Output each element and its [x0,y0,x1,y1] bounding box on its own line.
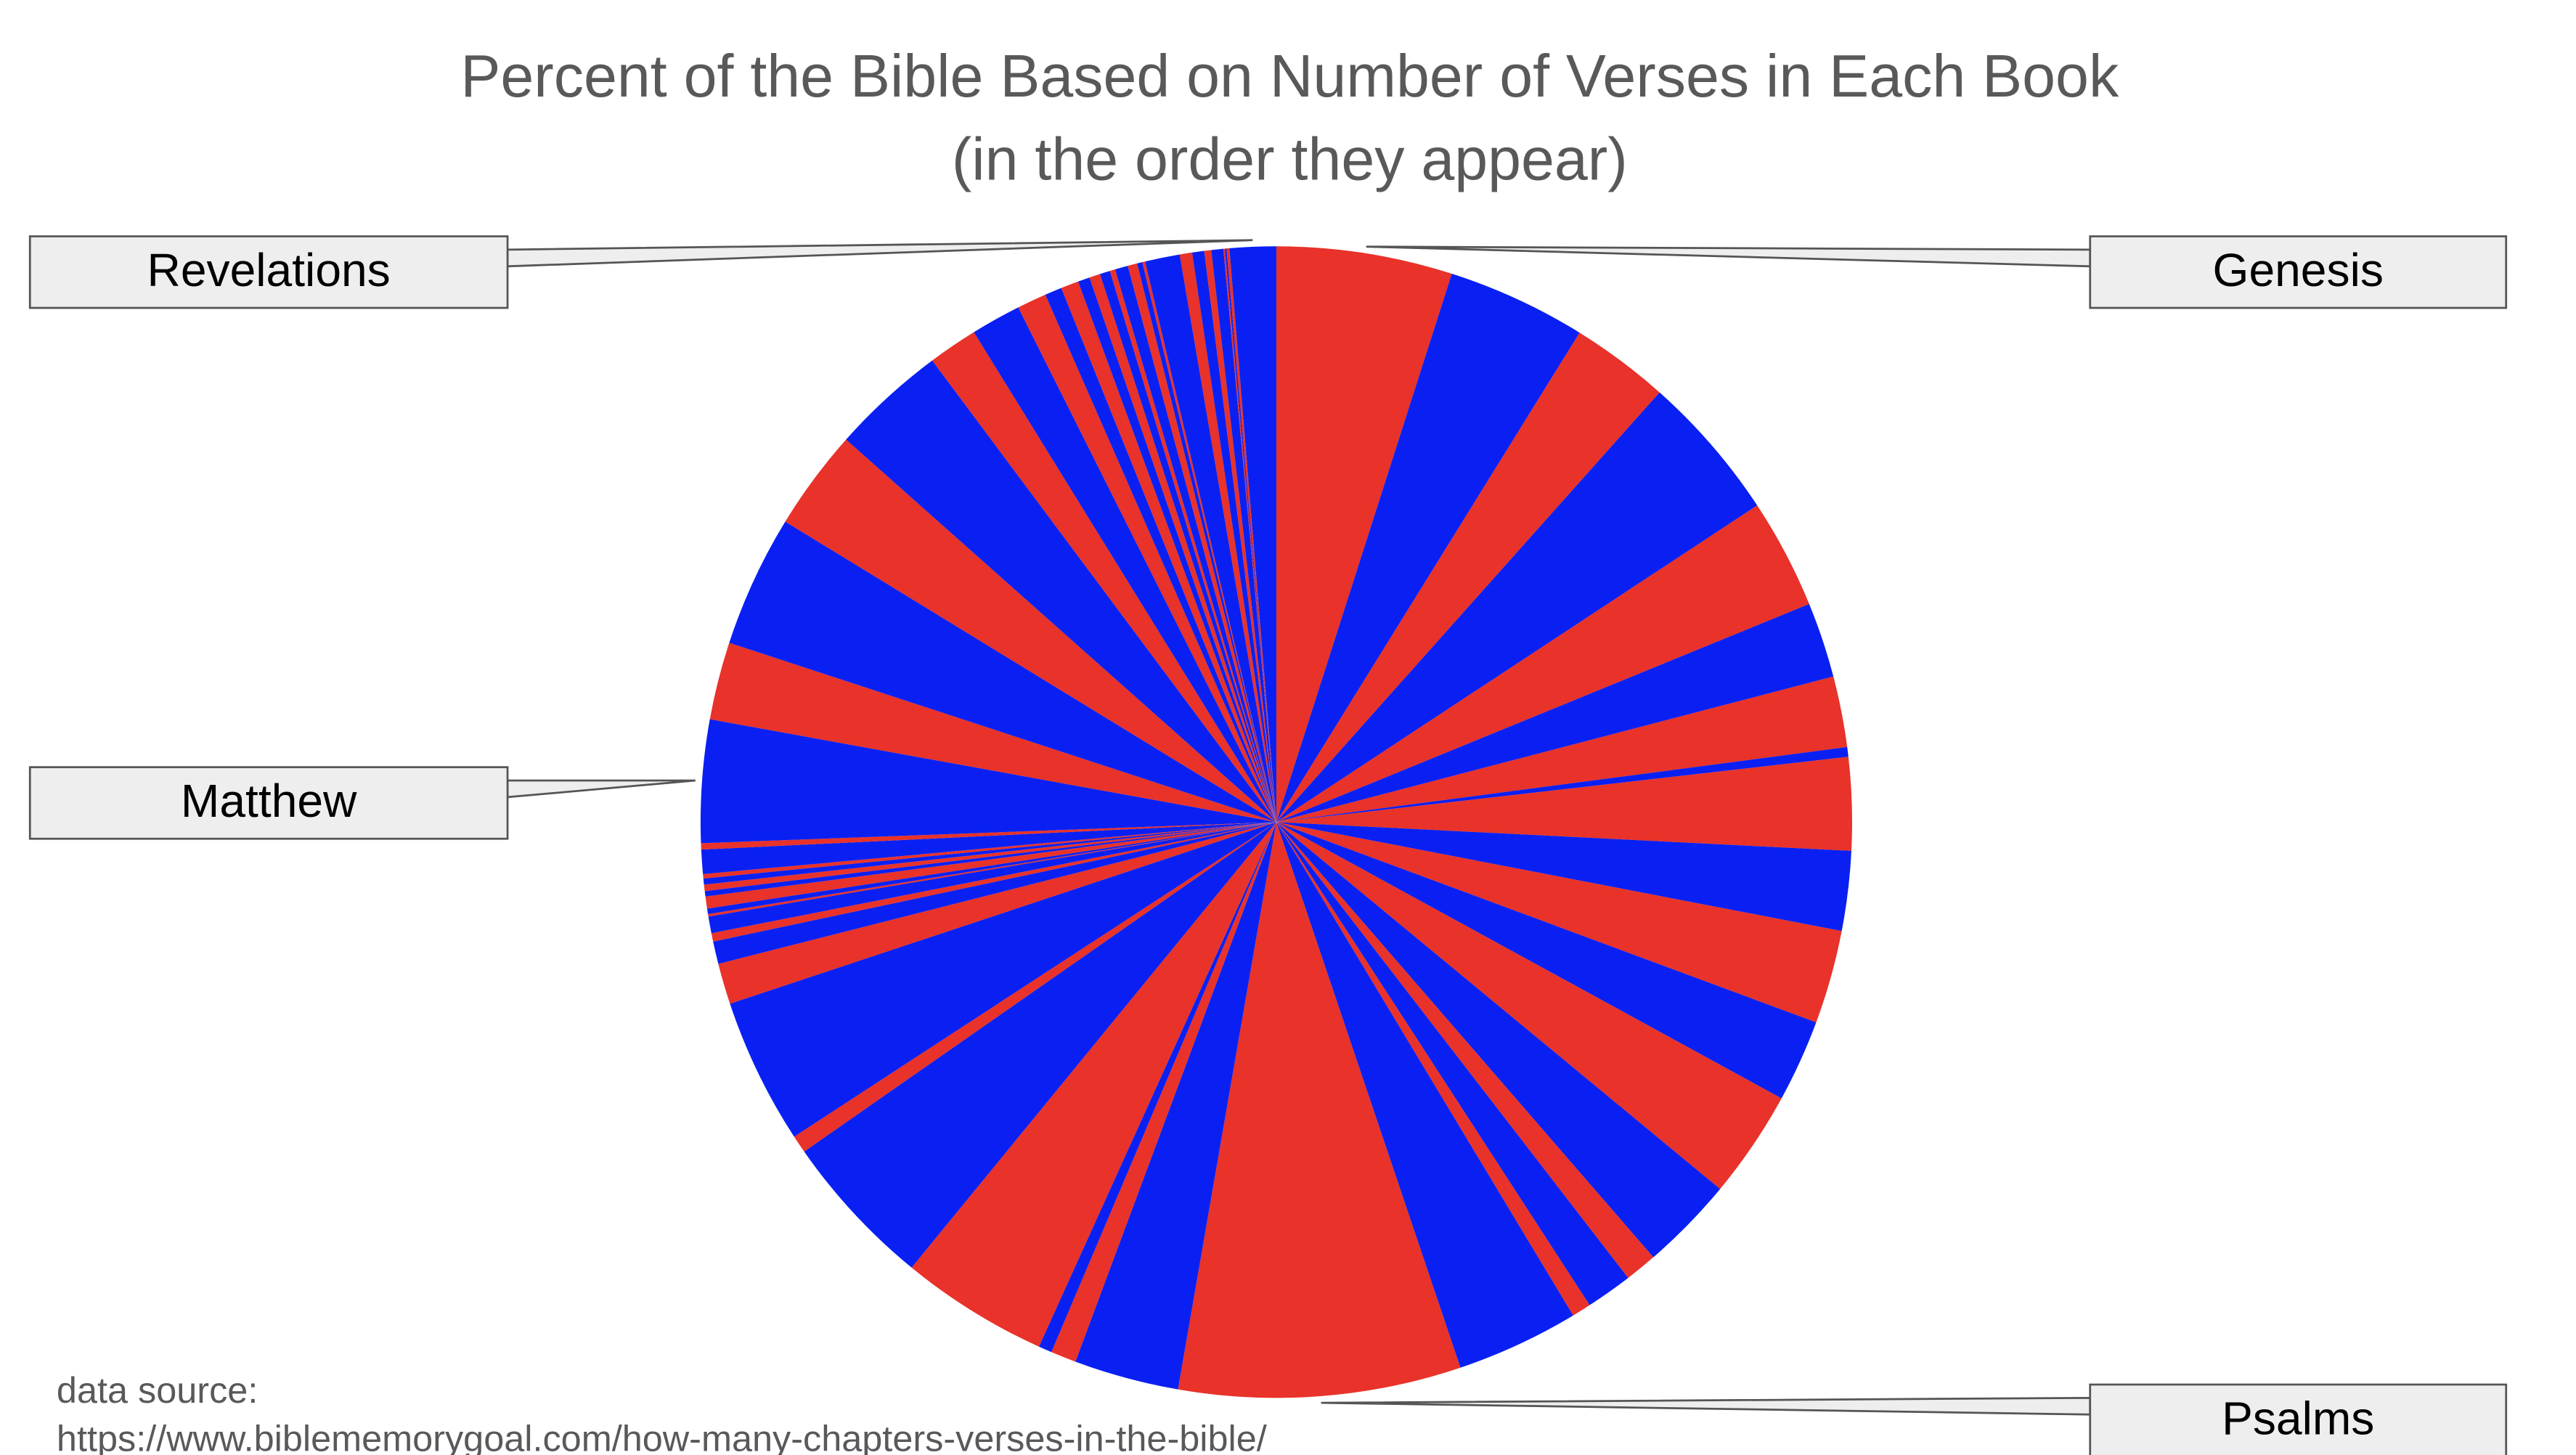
pie-slice [709,643,1276,823]
chart-title: Percent of the Bible Based on Number of … [460,43,2119,110]
pie-slice [794,822,1276,1152]
pie-slice [718,822,1276,1004]
pie-slice [1137,262,1276,823]
pie-slice [911,822,1276,1347]
source-url: https://www.biblememorygoal.com/how-many… [57,1418,1267,1455]
pie-slice [1276,822,1590,1316]
pie-slice [1204,250,1276,823]
pie-slice [1211,248,1276,823]
pie-slice [704,822,1276,892]
pie-slice [1145,254,1276,823]
pie-slice [1114,266,1276,823]
pie-slice [1045,288,1276,823]
pie-slice [1191,250,1276,823]
pie-slice [708,822,1276,934]
pie-slice [704,822,1276,897]
pie-slice [1276,822,1842,1023]
pie-slice [1142,261,1276,823]
pie-slice [1038,822,1276,1353]
pie-slice [706,822,1276,915]
pie-slice [1229,246,1276,823]
pie-slice [1276,273,1580,823]
pie-slice [708,822,1276,917]
slice-label: Revelations [147,244,391,296]
callout-pointer [1366,245,2092,268]
callout-pointer [506,779,696,799]
pie-slice [974,307,1276,823]
pie-slice [1276,676,1848,823]
slice-label: Matthew [181,775,357,827]
pie-slice [703,822,1276,885]
pie-slice [1276,246,1452,823]
pie-slice [1179,252,1276,823]
pie-slice [729,521,1276,823]
slice-label: Psalms [2222,1393,2374,1445]
pie-slice [1051,822,1276,1362]
pie-slice [1276,822,1782,1189]
pie-slice [1100,271,1276,823]
pie-slice [1276,822,1851,932]
pie-slice [701,822,1276,850]
pie-slice [1075,822,1276,1390]
pie-slice [1276,333,1660,823]
callout-box [2089,1383,2508,1455]
pie-slice [1276,822,1573,1368]
pie-slice [711,822,1276,942]
pie-slice [703,822,1276,879]
slice-label: Genesis [2213,244,2384,296]
pie-slice [1276,746,1849,823]
pie-slice [846,360,1276,823]
pie-slice [1276,822,1654,1279]
pie-slice [1276,822,1817,1099]
source-label: data source: [57,1369,258,1411]
pie-slice [932,332,1276,823]
pie-slice [1276,603,1834,823]
pie-slice [1178,822,1461,1398]
pie-slice [700,719,1276,844]
pie-slice [1276,822,1721,1258]
pie-slice [1061,281,1276,823]
chart-subtitle: (in the order they appear) [952,126,1628,193]
pie-slice [804,822,1276,1268]
callout-pointer [506,239,1253,268]
pie-slice [701,822,1276,874]
pie-slice [1276,505,1809,823]
pie-slice [1223,248,1276,823]
pie [700,246,1852,1398]
callout-box [28,235,509,309]
pie-slice [1128,263,1276,823]
callout-pointer [1321,1396,2092,1416]
callout-box [28,766,509,840]
pie-slice [1225,248,1276,823]
callout-box [2089,235,2508,309]
pie-slice [1109,269,1276,823]
pie-slice [1089,274,1276,823]
pie-slice [713,822,1276,964]
pie-slice [730,822,1276,1137]
pie-slice [1276,392,1758,823]
pie-slice [1077,277,1276,823]
pie-slice [1226,248,1276,823]
pie-slice [785,439,1276,823]
pie-slice [1276,822,1629,1305]
pie-slice [1276,757,1852,851]
pie-slice [705,822,1276,909]
callouts: Genesis Psalms Matthew Revelations [28,235,2508,1455]
pie-slice [1018,294,1276,823]
